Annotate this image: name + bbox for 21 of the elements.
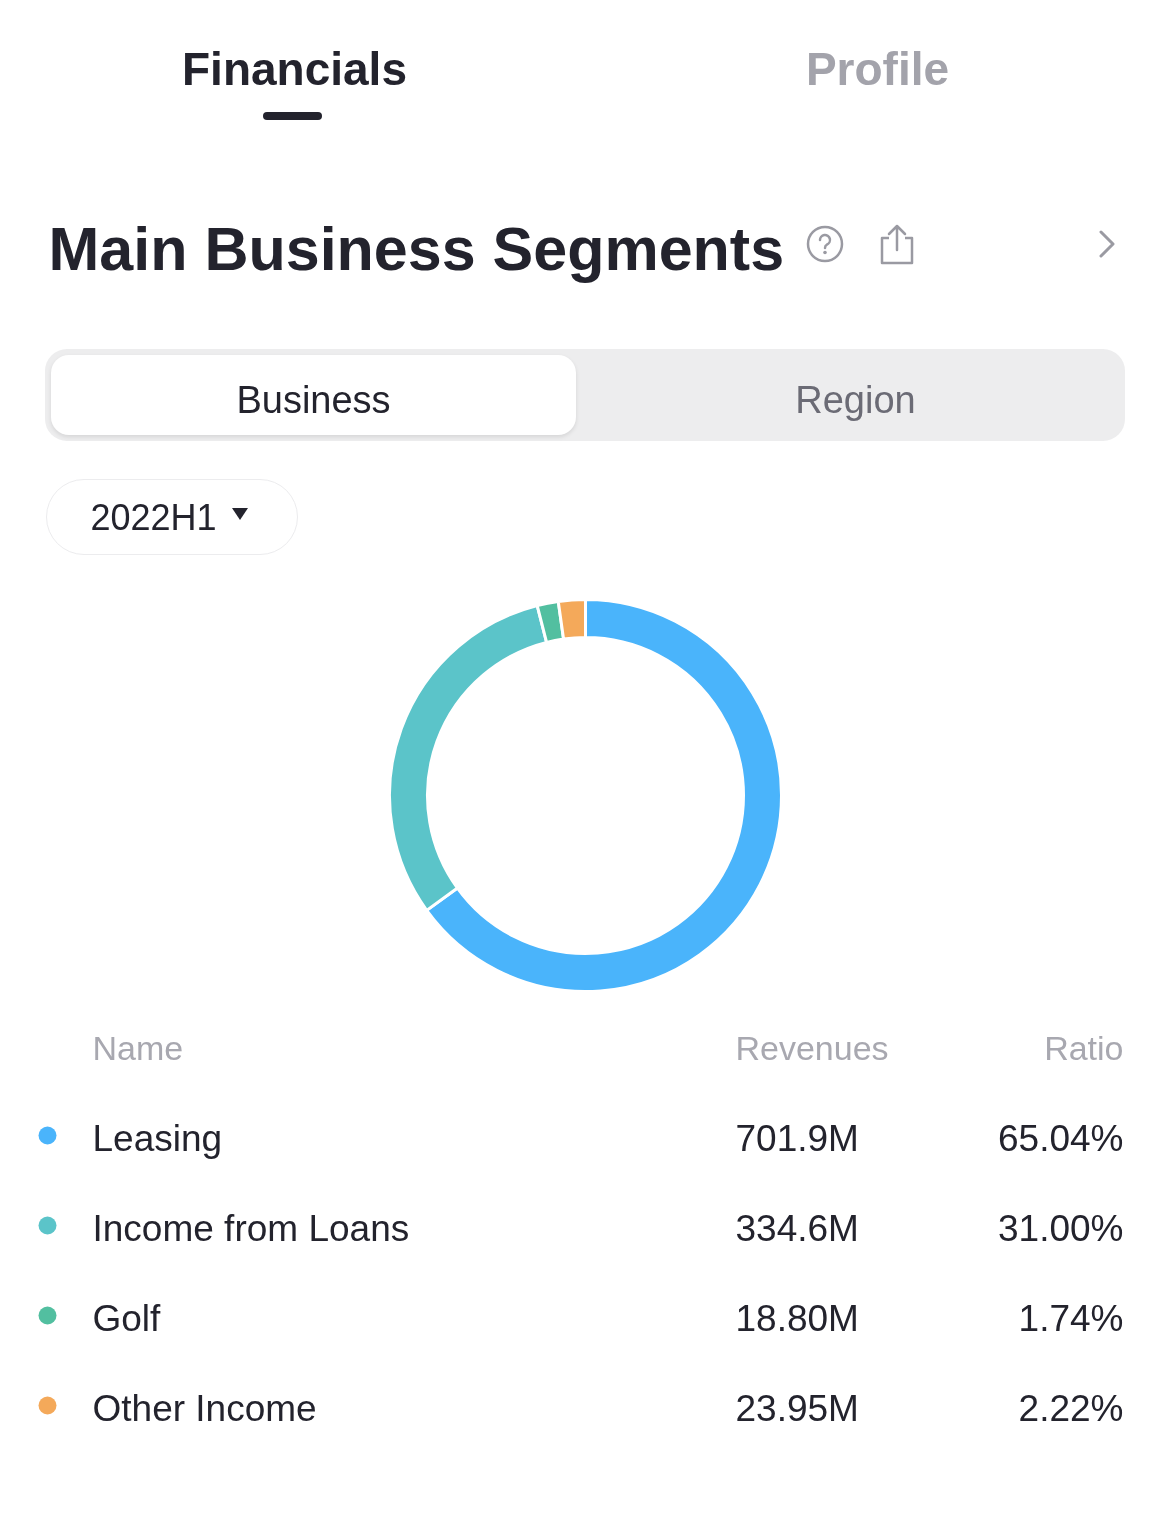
legend-label: Other Income — [92, 1388, 317, 1429]
legend-label: Income from Loans — [92, 1208, 410, 1249]
data-label: 334.6M — [735, 1208, 859, 1249]
chart-title: Main Business Segments — [48, 214, 785, 283]
text: 1.74% — [1018, 1298, 1124, 1339]
text: 65.04% — [998, 1118, 1124, 1159]
legend-title: Name — [92, 1028, 184, 1067]
legend-label: Golf — [92, 1298, 162, 1339]
text: Revenues — [735, 1028, 889, 1067]
data-label: 18.80M — [735, 1298, 859, 1339]
data-label: 23.95M — [735, 1388, 859, 1429]
text: 31.00% — [998, 1208, 1124, 1249]
text: Region — [795, 378, 916, 421]
text: Profile — [805, 42, 950, 95]
text: 2.22% — [1018, 1388, 1124, 1429]
legend-label: Leasing — [92, 1118, 223, 1159]
text: Ratio — [1044, 1028, 1124, 1067]
data-label: 701.9M — [735, 1118, 859, 1159]
chart-subtitle: 2022H1 — [90, 497, 217, 538]
text: Financials — [182, 42, 407, 95]
text: Business — [236, 378, 391, 421]
